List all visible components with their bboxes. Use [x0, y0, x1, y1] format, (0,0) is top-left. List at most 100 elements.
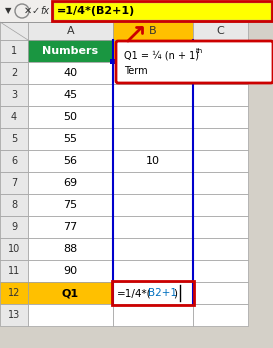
- Text: 69: 69: [63, 178, 78, 188]
- FancyBboxPatch shape: [28, 260, 113, 282]
- FancyBboxPatch shape: [28, 40, 113, 62]
- FancyBboxPatch shape: [193, 172, 248, 194]
- Text: 8: 8: [11, 200, 17, 210]
- Text: 50: 50: [64, 112, 78, 122]
- FancyBboxPatch shape: [113, 62, 193, 84]
- Text: 10: 10: [146, 156, 160, 166]
- Text: B: B: [149, 26, 157, 36]
- Text: ✓: ✓: [32, 6, 40, 16]
- Text: ✕: ✕: [24, 6, 32, 16]
- FancyBboxPatch shape: [0, 40, 28, 62]
- Text: ): ): [173, 288, 177, 298]
- FancyBboxPatch shape: [0, 106, 28, 128]
- FancyBboxPatch shape: [53, 2, 271, 20]
- Text: 7: 7: [11, 178, 17, 188]
- Text: 90: 90: [63, 266, 78, 276]
- FancyBboxPatch shape: [193, 128, 248, 150]
- FancyBboxPatch shape: [193, 282, 248, 304]
- Text: 56: 56: [64, 156, 78, 166]
- FancyBboxPatch shape: [113, 172, 193, 194]
- Text: 55: 55: [64, 134, 78, 144]
- Text: 40: 40: [63, 68, 78, 78]
- FancyBboxPatch shape: [28, 128, 113, 150]
- FancyBboxPatch shape: [193, 194, 248, 216]
- FancyBboxPatch shape: [193, 150, 248, 172]
- Text: C: C: [216, 26, 224, 36]
- Text: th: th: [196, 48, 203, 54]
- Text: 11: 11: [8, 266, 20, 276]
- FancyBboxPatch shape: [193, 106, 248, 128]
- Text: 75: 75: [63, 200, 78, 210]
- FancyBboxPatch shape: [28, 304, 113, 326]
- FancyBboxPatch shape: [110, 59, 115, 64]
- FancyBboxPatch shape: [113, 84, 193, 106]
- FancyBboxPatch shape: [0, 194, 28, 216]
- FancyBboxPatch shape: [193, 22, 248, 40]
- Text: 5: 5: [11, 134, 17, 144]
- FancyBboxPatch shape: [0, 22, 28, 40]
- Text: Numbers: Numbers: [42, 46, 99, 56]
- FancyBboxPatch shape: [28, 84, 113, 106]
- FancyBboxPatch shape: [28, 150, 113, 172]
- FancyBboxPatch shape: [193, 40, 248, 62]
- FancyBboxPatch shape: [116, 41, 273, 83]
- FancyBboxPatch shape: [113, 260, 193, 282]
- Text: =1/4*(: =1/4*(: [117, 288, 152, 298]
- Text: Q1 = ¼ (n + 1): Q1 = ¼ (n + 1): [124, 51, 199, 61]
- FancyBboxPatch shape: [113, 238, 193, 260]
- FancyBboxPatch shape: [0, 150, 28, 172]
- FancyBboxPatch shape: [28, 194, 113, 216]
- FancyBboxPatch shape: [113, 128, 193, 150]
- FancyBboxPatch shape: [28, 282, 113, 304]
- FancyBboxPatch shape: [0, 0, 273, 22]
- FancyBboxPatch shape: [0, 84, 28, 106]
- Text: 10: 10: [8, 244, 20, 254]
- FancyBboxPatch shape: [28, 238, 113, 260]
- FancyBboxPatch shape: [113, 304, 193, 326]
- FancyBboxPatch shape: [193, 260, 248, 282]
- FancyBboxPatch shape: [113, 282, 193, 304]
- FancyBboxPatch shape: [193, 62, 248, 84]
- Text: 6: 6: [11, 156, 17, 166]
- Text: n: n: [149, 46, 156, 56]
- FancyBboxPatch shape: [28, 172, 113, 194]
- FancyBboxPatch shape: [113, 40, 193, 62]
- Text: 4: 4: [11, 112, 17, 122]
- FancyBboxPatch shape: [0, 62, 28, 84]
- Text: 77: 77: [63, 222, 78, 232]
- Text: Q1: Q1: [62, 288, 79, 298]
- Text: 45: 45: [63, 90, 78, 100]
- FancyBboxPatch shape: [193, 216, 248, 238]
- Text: =1/4*(B2+1): =1/4*(B2+1): [57, 6, 135, 16]
- FancyBboxPatch shape: [0, 282, 28, 304]
- FancyBboxPatch shape: [28, 62, 113, 84]
- Text: 9: 9: [11, 222, 17, 232]
- FancyBboxPatch shape: [28, 22, 113, 40]
- FancyBboxPatch shape: [113, 150, 193, 172]
- Text: 2: 2: [11, 68, 17, 78]
- FancyBboxPatch shape: [193, 84, 248, 106]
- Text: B2+1: B2+1: [148, 288, 177, 298]
- FancyBboxPatch shape: [113, 22, 193, 40]
- FancyBboxPatch shape: [113, 194, 193, 216]
- Text: 3: 3: [11, 90, 17, 100]
- FancyBboxPatch shape: [0, 304, 28, 326]
- FancyBboxPatch shape: [113, 216, 193, 238]
- Text: 1: 1: [11, 46, 17, 56]
- Text: fx: fx: [40, 6, 50, 16]
- Text: 88: 88: [63, 244, 78, 254]
- FancyBboxPatch shape: [0, 238, 28, 260]
- Text: 13: 13: [8, 310, 20, 320]
- FancyBboxPatch shape: [193, 304, 248, 326]
- FancyBboxPatch shape: [0, 260, 28, 282]
- FancyBboxPatch shape: [0, 172, 28, 194]
- FancyBboxPatch shape: [193, 238, 248, 260]
- FancyBboxPatch shape: [0, 216, 28, 238]
- Text: ▼: ▼: [5, 7, 11, 16]
- FancyBboxPatch shape: [28, 216, 113, 238]
- FancyBboxPatch shape: [113, 106, 193, 128]
- FancyBboxPatch shape: [0, 128, 28, 150]
- Text: 12: 12: [8, 288, 20, 298]
- Text: Term: Term: [124, 66, 148, 76]
- FancyBboxPatch shape: [28, 106, 113, 128]
